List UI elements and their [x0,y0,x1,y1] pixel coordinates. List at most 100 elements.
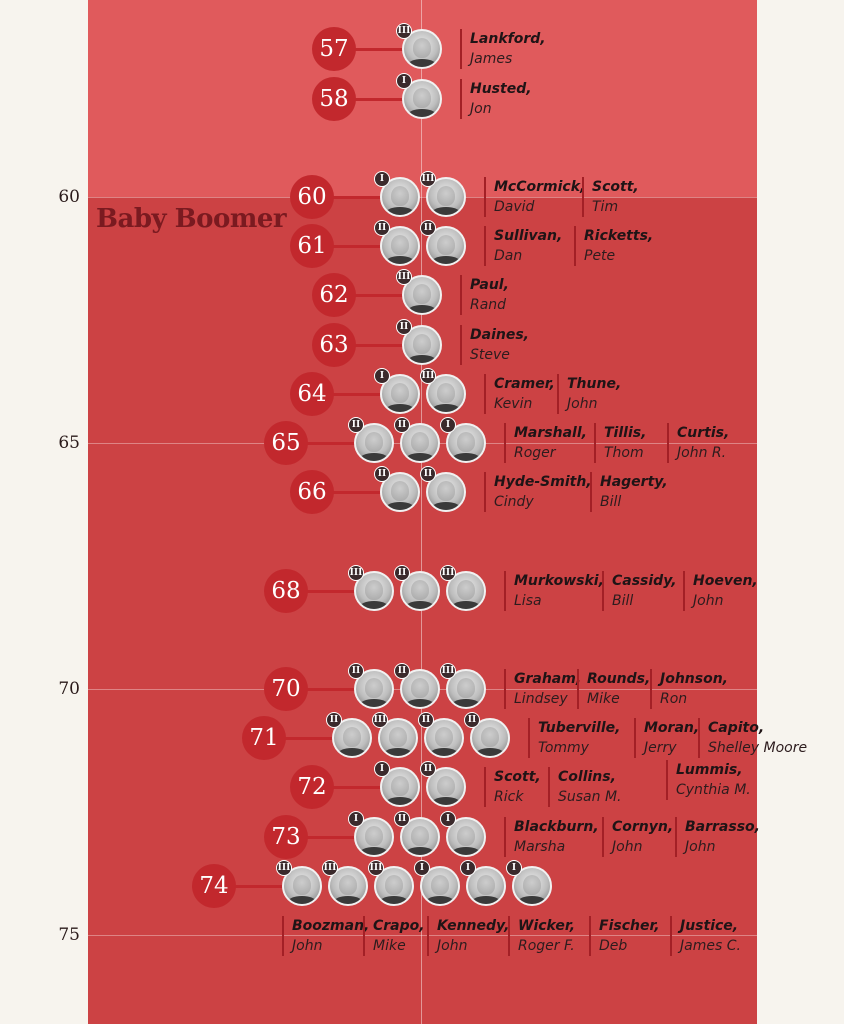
senator-first-name: Rick [494,789,524,806]
age-badge: 72 [290,765,334,810]
senator-portrait [380,767,420,808]
senator-first-name: Dan [494,248,523,265]
senator-name-label: Husted, Jon [460,78,532,119]
age-badge: 64 [290,371,334,416]
senator-name-label: Scott, Tim [582,177,639,217]
senator-last-name: Hagerty, [600,474,668,491]
term-badge: II [394,417,410,433]
senator-last-name: Ricketts, [584,228,654,245]
senator-name-label: Capito, Shelley Moore [698,718,808,759]
senator-last-name: Tuberville, [538,720,621,737]
term-badge: I [460,859,476,876]
age-pointer [312,245,384,249]
senator-first-name: Deb [599,937,628,954]
senator-first-name: John [437,937,468,954]
age-badge: 63 [312,322,356,367]
senator-name-label: Cornyn, John [602,816,673,857]
senator-name-label: Barrasso, John [675,816,760,857]
age-badge: 66 [290,470,334,515]
senator-first-name: James C. [680,937,741,954]
senator-name-label: Hoeven, John [683,570,758,611]
age-badge: 60 [290,175,334,219]
senator-last-name: Hoeven, [693,572,758,589]
senator-first-name: James [470,51,513,68]
senator-first-name: Mike [373,937,406,954]
term-badge: III [322,859,338,876]
term-badge: I [440,417,456,433]
term-badge: III [372,712,388,729]
senator-first-name: Pete [584,248,616,265]
senator-name-label: Ricketts, Pete [574,226,654,267]
age-pointer [286,589,358,593]
senator-name-label: Curtis, John R. [667,423,729,463]
senator-last-name: Scott, [494,769,541,786]
age-pointer [312,786,384,790]
term-badge: I [348,810,364,827]
term-badge: III [368,859,384,876]
senator-first-name: Mike [587,691,620,707]
term-badge: I [440,810,456,827]
senator-portrait [426,767,466,808]
senator-last-name: Marshall, [514,425,587,441]
senator-first-name: Lindsey [514,691,568,707]
y-tick-label: 70 [58,679,80,699]
senator-first-name: Shelley Moore [708,740,808,757]
term-badge: III [420,367,436,384]
senator-last-name: Capito, [708,720,765,737]
senator-portrait [402,78,442,119]
senator-portrait [400,816,440,857]
senator-first-name: John [292,937,323,954]
senator-first-name: Cindy [494,494,534,511]
term-badge: III [348,564,364,581]
senator-portrait [402,275,442,316]
senator-portrait [420,865,460,906]
senator-first-name: Ron [660,691,688,707]
senator-name-label: Fischer, Deb [589,915,660,956]
senator-last-name: Moran, [644,720,700,737]
senator-name-label: Johnson, Ron [650,669,728,709]
age-pointer [334,48,406,52]
senator-name-label: Justice, James C. [670,915,741,956]
term-badge: III [440,663,456,679]
senator-first-name: Susan M. [558,789,622,806]
senator-name-label: Lummis, Cynthia M. [666,760,751,801]
gridline [88,935,757,936]
senator-first-name: Thom [604,445,644,461]
generation-label: Baby Boomer [96,204,287,234]
senator-first-name: Roger [514,445,556,461]
term-badge: III [420,171,436,187]
age-pointer [286,835,358,839]
senator-first-name: Jon [470,100,492,117]
senator-portrait [282,865,322,906]
senator-last-name: Paul, [470,277,509,294]
age-pointer [334,294,406,298]
age-badge: 57 [312,27,356,72]
senator-portrait [378,718,418,759]
term-badge: I [374,761,390,778]
senator-last-name: Curtis, [677,425,730,441]
senator-first-name: John [685,838,716,855]
senator-last-name: Cramer, [494,375,555,392]
senator-name-label: Lankford, James [460,29,546,70]
term-badge: II [420,466,436,483]
term-badge: I [506,859,522,876]
senator-last-name: Daines, [470,326,529,343]
term-badge: II [394,564,410,581]
senator-last-name: Blackburn, [514,818,599,835]
term-badge: III [276,859,292,876]
senator-last-name: Scott, [592,179,639,195]
senator-last-name: Murkowski, [514,572,604,589]
senator-name-label: Scott, Rick [484,767,541,808]
senator-first-name: John [693,592,724,609]
senator-name-label: Moran, Jerry [634,718,700,759]
age-badge: 58 [312,76,356,121]
senator-last-name: Johnson, [660,671,728,687]
term-badge: III [440,564,456,581]
age-badge: 74 [192,863,236,908]
senator-first-name: Marsha [514,838,566,855]
senator-portrait [332,718,372,759]
senator-first-name: Rand [470,297,507,314]
senator-last-name: McCormick, [494,179,586,195]
senator-last-name: Cassidy, [612,572,677,589]
term-badge: III [396,269,412,286]
